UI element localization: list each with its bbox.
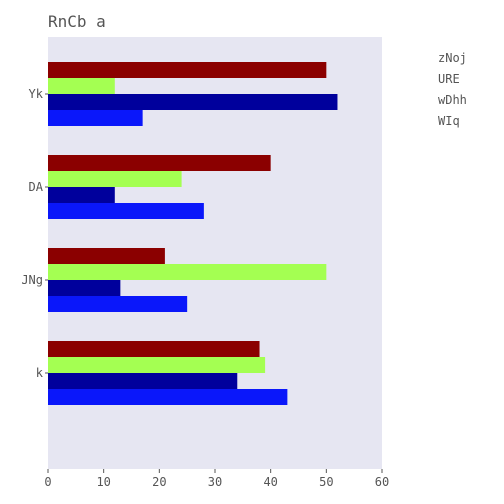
legend-entry-zNoj: zNoj (438, 51, 467, 65)
x-tick-label: 40 (263, 475, 277, 489)
bar-zNoj-JNg (48, 248, 165, 264)
x-tick-label: 20 (152, 475, 166, 489)
y-tick-label: Yk (29, 87, 44, 101)
bar-zNoj-Yk (48, 62, 327, 78)
x-tick-label: 0 (44, 475, 51, 489)
bar-zNoj-DA (48, 155, 271, 171)
bar-wDhh-DA (48, 187, 115, 203)
bar-URE-DA (48, 171, 182, 187)
legend-entry-wDhh: wDhh (438, 93, 467, 107)
chart-title: RnCb a (48, 12, 106, 31)
x-tick-label: 30 (208, 475, 222, 489)
legend-entry-WIq: WIq (438, 114, 460, 128)
bar-URE-k (48, 357, 266, 373)
y-axis: Yk DA JNg k (21, 87, 48, 380)
y-tick-label: k (36, 366, 44, 380)
bar-wDhh-Yk (48, 94, 338, 110)
bar-wDhh-JNg (48, 280, 121, 296)
bar-WIq-JNg (48, 296, 188, 312)
y-tick-label: JNg (21, 273, 43, 287)
x-tick-label: 50 (319, 475, 333, 489)
bar-WIq-k (48, 389, 288, 405)
legend-entry-URE: URE (438, 72, 460, 86)
bar-WIq-Yk (48, 110, 143, 126)
bars-group (48, 62, 338, 405)
legend: zNoj URE wDhh WIq (438, 51, 467, 128)
y-tick-label: DA (29, 180, 44, 194)
x-tick-label: 60 (375, 475, 389, 489)
bar-wDhh-k (48, 373, 238, 389)
bar-URE-Yk (48, 78, 115, 94)
bar-WIq-DA (48, 203, 204, 219)
bar-URE-JNg (48, 264, 327, 280)
x-axis: 0 10 20 30 40 50 60 (44, 469, 389, 489)
bar-zNoj-k (48, 341, 260, 357)
x-tick-label: 10 (96, 475, 110, 489)
